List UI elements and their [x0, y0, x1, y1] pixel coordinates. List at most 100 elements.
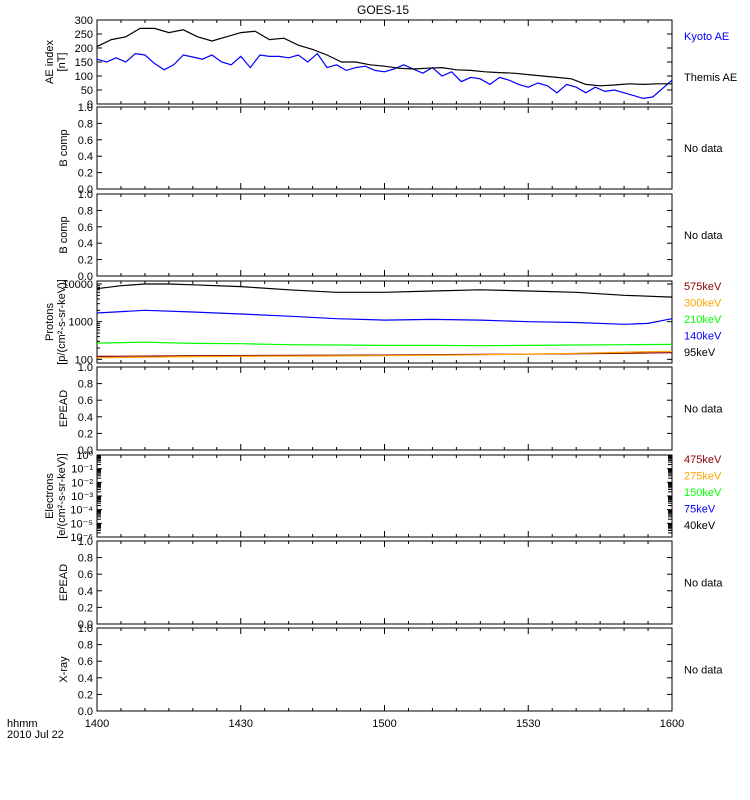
y-axis-label: Electrons [44, 473, 56, 519]
y-tick-label: 0.4 [78, 238, 93, 250]
legend-label: 275keV [684, 471, 722, 483]
y-axis-label: AE index [44, 39, 56, 84]
y-tick-label: 0.4 [78, 412, 93, 424]
panel-frame [96, 19, 673, 105]
legend-label: 140keV [684, 331, 722, 343]
y-tick-label: 1000 [69, 317, 93, 329]
panel-3: 0.0 0.2 0.4 0.6 0.8 1.0 B comp No data [58, 189, 723, 283]
y-tick-label: 10⁻⁴ [70, 505, 93, 517]
y-tick-label: 10⁻¹ [71, 464, 93, 476]
time-tick-label: 1400 [85, 718, 109, 730]
no-data-note: No data [684, 578, 723, 590]
y-tick-label: 10⁻³ [71, 491, 93, 503]
y-tick-label: 0.0 [78, 271, 93, 283]
panel-5: 0.0 0.2 0.4 0.6 0.8 1.0 EPEAD No data [58, 362, 723, 457]
y-axis-label: EPEAD [58, 390, 70, 427]
y-axis-label-units: [e/(cm²-s-sr-keV)] [56, 453, 68, 539]
y-tick-label: 0.6 [78, 569, 93, 581]
y-tick-label: 0.8 [78, 553, 93, 565]
y-tick-label: 0.4 [78, 151, 93, 163]
legend-label: 40keV [684, 520, 716, 532]
series-line-themis-ae [96, 27, 672, 87]
y-tick-label: 0.8 [78, 118, 93, 130]
y-tick-label: 0.8 [78, 205, 93, 217]
y-tick-label: 1.0 [78, 362, 93, 374]
y-tick-label: 10⁻⁵ [70, 518, 93, 530]
y-tick-label: 0.2 [78, 168, 93, 180]
panel-6: 10⁰ 10⁻¹10⁻² 10⁻³ 10⁻⁴10⁻⁵ 10⁻⁶ Electrons [e/(… [44, 450, 722, 544]
legend-label: 75keV [684, 504, 716, 516]
series-line-kyoto-ae [96, 52, 673, 100]
time-tick-label: 1430 [229, 718, 253, 730]
legend-label: 475keV [684, 454, 722, 466]
y-tick-label: 1.0 [78, 536, 93, 548]
y-tick-label: 10⁰ [76, 450, 93, 462]
panel-4: 100 1000 10000 Protons [p/(cm²-s-sr-keV)] 575… [44, 279, 722, 366]
y-tick-label: 0.0 [78, 184, 93, 196]
y-tick-label: 0.4 [78, 673, 93, 685]
legend-label: 575keV [684, 281, 722, 293]
panel-frame [96, 193, 673, 277]
y-axis-label: B comp [58, 129, 70, 166]
legend-label: Kyoto AE [684, 31, 729, 43]
no-data-note: No data [684, 665, 723, 677]
no-data-note: No data [684, 230, 723, 242]
y-tick-label: 1.0 [78, 102, 93, 114]
time-tick-label: 1600 [660, 718, 684, 730]
chart-title: GOES-15 [357, 3, 409, 17]
y-tick-label: 300 [75, 15, 93, 27]
y-tick-label: 1.0 [78, 189, 93, 201]
y-tick-label: 0.0 [78, 619, 93, 631]
y-tick-label: 0.0 [78, 445, 93, 457]
panel-stack: 0 50 100 150 200 250 300 AE index [nT] Kyoto AE Th… [44, 15, 737, 718]
legend-label: 300keV [684, 298, 722, 310]
series-line-300kev [96, 350, 673, 359]
time-axis: hhmm 2010 Jul 22 1400 1430 1500 1530 1600 [7, 718, 684, 741]
time-tick-label: 1500 [372, 718, 396, 730]
series-line-210kev [96, 341, 673, 347]
panel-frame [96, 366, 673, 451]
y-axis-label: X-ray [58, 656, 70, 683]
panel-frame [96, 106, 673, 190]
y-tick-label: 0.2 [78, 255, 93, 267]
y-tick-label: 0.0 [78, 706, 93, 718]
legend-label: 210keV [684, 314, 722, 326]
time-tick-label: 1530 [516, 718, 540, 730]
y-tick-label: 0 [87, 99, 93, 111]
time-axis-label-hhmm: hhmm [7, 718, 38, 730]
y-tick-label: 250 [75, 29, 93, 41]
y-axis-label: EPEAD [58, 564, 70, 601]
y-tick-label: 0.8 [78, 379, 93, 391]
y-tick-label: 10⁻⁶ [70, 532, 93, 544]
legend-label: 95keV [684, 347, 716, 359]
series-line-95kev [96, 283, 673, 298]
no-data-note: No data [684, 404, 723, 416]
y-tick-label: 0.2 [78, 428, 93, 440]
legend-label: 150keV [684, 487, 722, 499]
y-axis-label: Protons [44, 303, 56, 341]
panel-1: 0 50 100 150 200 250 300 AE index [nT] Kyoto AE Th… [44, 15, 737, 111]
y-tick-label: 100 [75, 71, 93, 83]
y-tick-label: 10000 [62, 279, 93, 291]
panel-frame [96, 627, 673, 712]
y-tick-label: 0.6 [78, 135, 93, 147]
panel-2: 0.0 0.2 0.4 0.6 0.8 1.0 B comp No data [58, 102, 723, 196]
panel-frame [96, 454, 673, 538]
y-tick-label: 0.4 [78, 586, 93, 598]
y-tick-label: 0.6 [78, 656, 93, 668]
y-tick-label: 200 [75, 43, 93, 55]
panel-8: 0.0 0.2 0.4 0.6 0.8 1.0 X-ray No data [58, 623, 723, 718]
y-tick-label: 0.8 [78, 640, 93, 652]
legend-label: Themis AE [684, 72, 737, 84]
series-line-140kev [96, 309, 673, 325]
y-tick-label: 100 [75, 354, 93, 366]
y-axis-label: B comp [58, 216, 70, 253]
y-tick-label: 10⁻² [71, 477, 93, 489]
y-tick-label: 0.6 [78, 395, 93, 407]
time-axis-label-date: 2010 Jul 22 [7, 729, 64, 741]
y-tick-label: 150 [75, 57, 93, 69]
y-tick-label: 1.0 [78, 623, 93, 635]
y-tick-label: 0.2 [78, 602, 93, 614]
y-tick-label: 0.2 [78, 689, 93, 701]
